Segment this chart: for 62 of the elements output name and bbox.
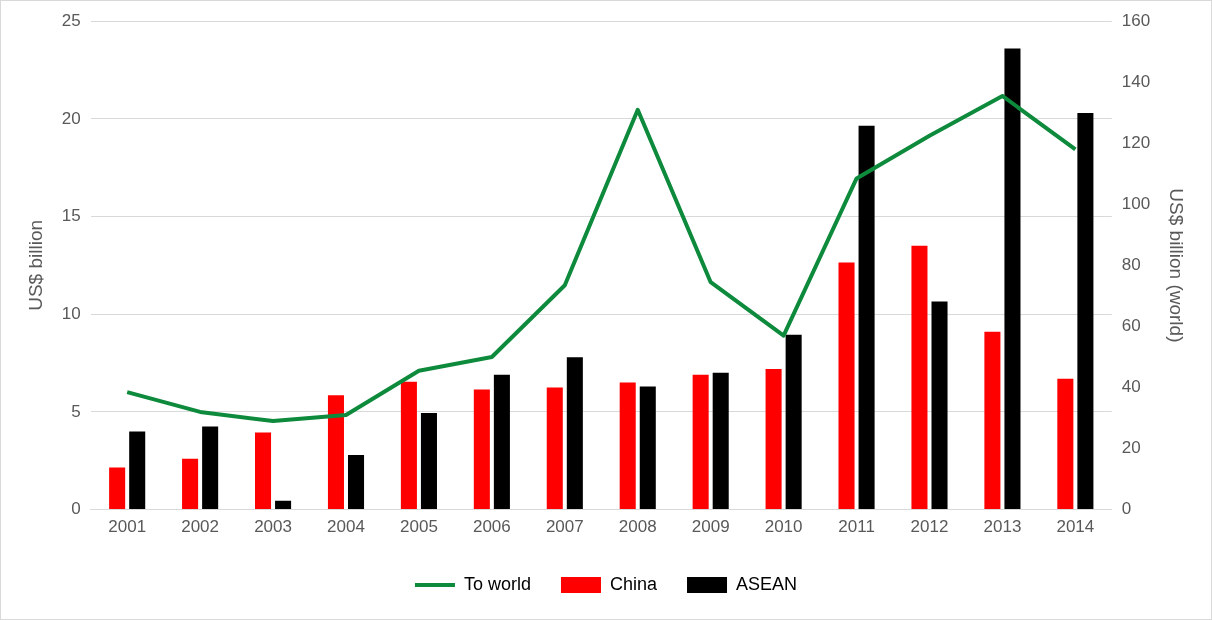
bar — [639, 386, 656, 510]
x-tick-label: 2011 — [838, 517, 875, 537]
bar — [712, 372, 729, 510]
x-tick-label: 2009 — [691, 517, 730, 537]
bar — [546, 387, 563, 510]
bar — [327, 395, 344, 510]
bar — [984, 331, 1001, 510]
x-tick-label: 2013 — [983, 517, 1022, 537]
bar — [765, 368, 782, 510]
bar — [493, 374, 510, 510]
bar — [692, 374, 709, 510]
bar — [931, 301, 948, 510]
bar — [785, 334, 802, 510]
bar — [182, 458, 199, 510]
y-tick-label: 0 — [71, 499, 81, 519]
y2-tick-label: 160 — [1121, 10, 1151, 30]
x-tick-label: 2005 — [400, 517, 438, 537]
bar — [1077, 113, 1094, 510]
bar — [911, 245, 928, 510]
x-tick-label: 2001 — [108, 517, 147, 537]
bar — [1057, 378, 1074, 510]
bar — [420, 412, 437, 510]
bar — [473, 389, 490, 510]
x-tick-label: 2014 — [1056, 517, 1095, 537]
legend-label: China — [609, 573, 659, 594]
y2-tick-label: 60 — [1121, 316, 1141, 336]
y-axis-title: US$ billion — [24, 219, 46, 311]
bar — [275, 500, 292, 510]
legend-label: ASEAN — [736, 573, 798, 594]
bar — [202, 426, 219, 510]
y2-axis-title: US$ billion (world) — [1166, 188, 1188, 343]
y2-tick-label: 20 — [1121, 438, 1141, 458]
x-tick-label: 2007 — [545, 517, 584, 537]
y2-tick-label: 40 — [1121, 377, 1141, 397]
y-tick-label: 20 — [61, 108, 81, 128]
y-tick-label: 10 — [61, 303, 81, 323]
bar — [858, 125, 875, 510]
bar — [400, 381, 417, 510]
bar — [129, 431, 146, 510]
bar — [838, 262, 855, 510]
y-tick-label: 25 — [61, 10, 81, 30]
y-tick-label: 15 — [61, 206, 81, 226]
bar — [566, 357, 583, 510]
x-tick-label: 2002 — [181, 517, 220, 537]
bar — [1004, 48, 1021, 510]
y2-tick-label: 100 — [1121, 194, 1151, 214]
x-tick-label: 2006 — [472, 517, 511, 537]
bar — [255, 432, 272, 510]
x-tick-label: 2012 — [910, 517, 949, 537]
x-tick-label: 2004 — [327, 517, 365, 537]
bar — [109, 467, 126, 510]
y2-tick-label: 0 — [1121, 499, 1132, 519]
x-tick-label: 2010 — [764, 517, 803, 537]
bar — [348, 454, 365, 510]
y-tick-label: 5 — [71, 401, 81, 421]
y2-tick-label: 140 — [1121, 71, 1151, 91]
legend-label: To world — [463, 573, 531, 594]
bar — [619, 382, 636, 510]
x-tick-label: 2003 — [254, 517, 292, 537]
y2-tick-label: 120 — [1121, 132, 1151, 152]
y2-tick-label: 80 — [1121, 255, 1141, 275]
x-tick-label: 2008 — [618, 517, 657, 537]
